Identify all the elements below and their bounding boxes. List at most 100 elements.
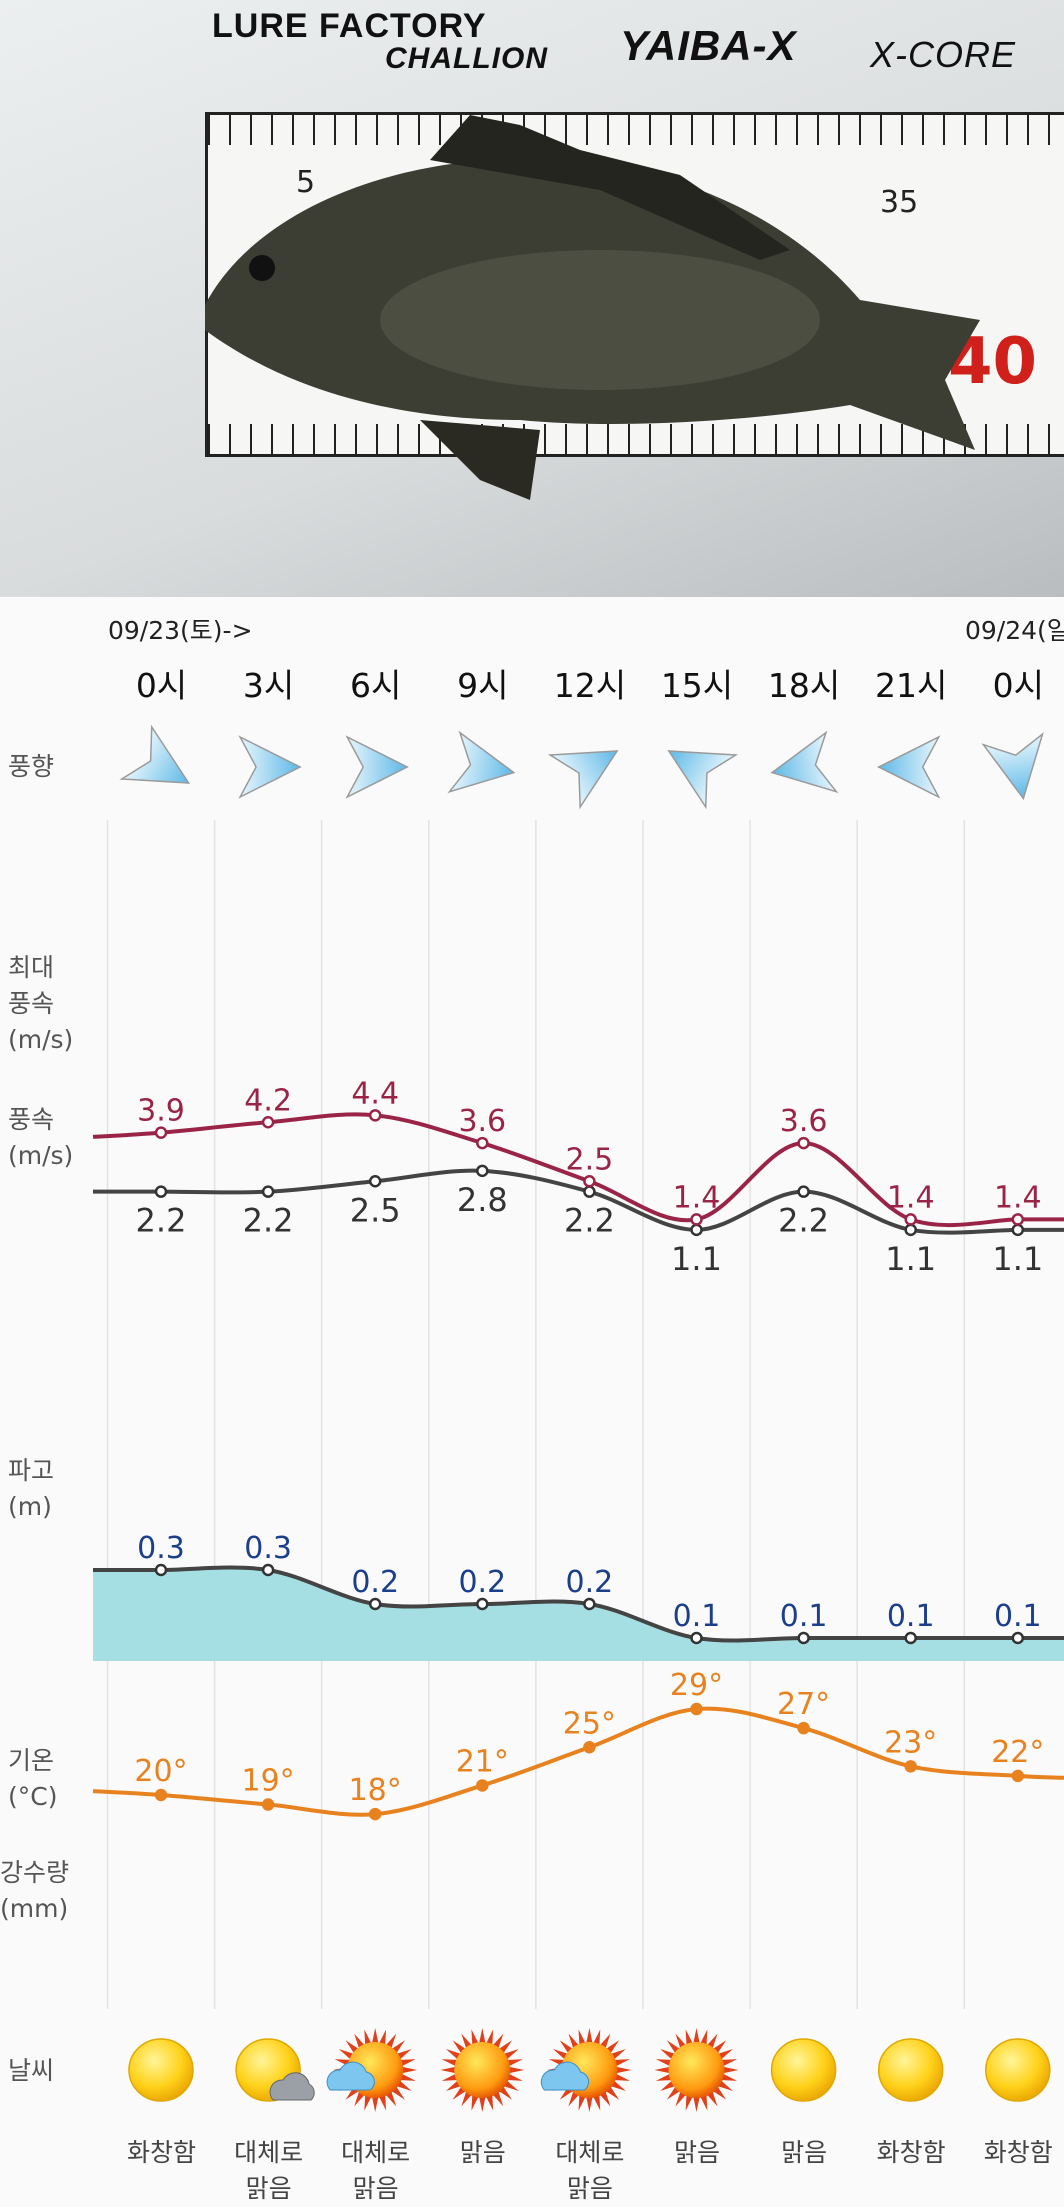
weather-description: 대체로 맑음 bbox=[341, 2138, 411, 2203]
weather-description: 화창함 bbox=[126, 2138, 196, 2167]
temp-point bbox=[904, 1760, 917, 1773]
wind-point bbox=[261, 1185, 275, 1198]
wave-point bbox=[154, 1563, 168, 1577]
wave-value: 0.1 bbox=[994, 1599, 1042, 1634]
max-wind-value: 3.6 bbox=[780, 1104, 828, 1139]
weather-sun-icon bbox=[128, 2038, 194, 2102]
weather-description: 맑음 bbox=[673, 2138, 720, 2167]
wave-value: 0.2 bbox=[458, 1565, 506, 1600]
hour-label: 0시 bbox=[135, 666, 188, 705]
label-rain: 강수량 (mm) bbox=[0, 1858, 70, 1923]
label-max-wind: 최대 풍속 (m/s) bbox=[8, 953, 74, 1054]
sun-rays bbox=[440, 2028, 525, 2112]
weather-description: 화창함 bbox=[983, 2138, 1053, 2167]
cloud bbox=[540, 2061, 590, 2091]
arrow-shape bbox=[119, 724, 191, 784]
wind-point bbox=[1011, 1223, 1025, 1237]
wave-point bbox=[261, 1563, 275, 1577]
sun-disc bbox=[668, 2042, 725, 2098]
wave-point bbox=[583, 1597, 596, 1611]
chart-graphics: 3.9 4.2 4.4 3.6 2.5 1.4 3.6 1.4 1.4 2.2 2.2 2.5 2.8 2… bbox=[92, 724, 1064, 2112]
wind-value: 1.1 bbox=[992, 1240, 1043, 1278]
temp-point bbox=[476, 1779, 489, 1792]
temp-value: 21° bbox=[456, 1744, 509, 1779]
temp-value: 29° bbox=[670, 1668, 723, 1703]
sun-disc bbox=[128, 2038, 194, 2102]
arrow-shape bbox=[981, 732, 1044, 801]
wind-point bbox=[690, 1223, 703, 1237]
label-wind-direction: 풍향 bbox=[8, 752, 55, 781]
max-wind-point bbox=[261, 1116, 275, 1129]
temp-value: 22° bbox=[991, 1735, 1044, 1770]
sun-disc bbox=[877, 2038, 944, 2102]
cloud bbox=[269, 2072, 315, 2101]
hour-label: 18시 bbox=[767, 666, 841, 705]
temp-point bbox=[690, 1702, 703, 1716]
fish-image bbox=[205, 115, 980, 500]
hour-label: 15시 bbox=[660, 666, 734, 705]
arrow-shape bbox=[667, 750, 739, 810]
temp-point bbox=[797, 1721, 810, 1735]
label-temperature: 기온 (°C) bbox=[8, 1746, 58, 1811]
max-wind-value: 4.4 bbox=[351, 1076, 399, 1111]
wave-point bbox=[904, 1631, 917, 1645]
max-wind-point bbox=[1011, 1213, 1025, 1226]
hour-label: 12시 bbox=[553, 666, 627, 705]
max-wind-value: 2.5 bbox=[566, 1142, 614, 1177]
arrow-shape bbox=[238, 735, 302, 799]
wind-value: 2.2 bbox=[564, 1202, 615, 1240]
arrow-shape bbox=[770, 730, 839, 794]
max-wind-point bbox=[690, 1213, 703, 1226]
wind-direction-arrow-icon bbox=[981, 732, 1044, 801]
weather-sunburst-icon bbox=[440, 2028, 525, 2112]
logo-lure-factory: LURE FACTORY bbox=[212, 7, 487, 45]
arrow-shape bbox=[547, 750, 619, 810]
wind-direction-arrow-icon bbox=[447, 730, 516, 794]
temp-value: 19° bbox=[242, 1764, 295, 1799]
max-wind-value: 3.6 bbox=[458, 1104, 506, 1139]
weather-description: 맑음 bbox=[781, 2138, 828, 2167]
weather-sun-cloud-icon bbox=[235, 2038, 315, 2102]
logo-yaiba: YAIBA-X bbox=[620, 22, 797, 69]
temp-point bbox=[368, 1807, 382, 1821]
wind-point bbox=[583, 1185, 596, 1198]
hour-label: 6시 bbox=[350, 666, 402, 705]
wind-direction-arrow-icon bbox=[345, 735, 409, 799]
wind-value: 2.5 bbox=[350, 1191, 401, 1229]
wave-point bbox=[690, 1631, 703, 1645]
wind-direction-arrow-icon bbox=[667, 750, 739, 810]
ruler-mark: 5 bbox=[296, 165, 316, 200]
wind-point bbox=[797, 1185, 810, 1198]
sun-rays bbox=[654, 2028, 739, 2112]
weather-forecast-chart: 09/23(토)-> 09/24(일 0시 3시 6시 9시 12시 15시 18시 21시 0… bbox=[0, 597, 1064, 2203]
max-wind-point bbox=[476, 1136, 489, 1150]
max-wind-value: 1.4 bbox=[673, 1180, 721, 1215]
temp-point bbox=[1011, 1769, 1025, 1783]
arrow-shape bbox=[877, 735, 941, 799]
sun-rays bbox=[333, 2028, 418, 2112]
label-wind-speed: 풍속 (m/s) bbox=[8, 1105, 74, 1170]
label-wave-height: 파고 (m) bbox=[8, 1456, 55, 1521]
wind-value: 1.1 bbox=[885, 1240, 936, 1278]
wind-direction-arrow-icon bbox=[877, 735, 941, 799]
ruler-mark: 35 bbox=[880, 185, 919, 220]
logo-challion: CHALLION bbox=[385, 42, 548, 75]
hour-label: 21시 bbox=[875, 666, 948, 705]
arrow-shape bbox=[447, 730, 516, 794]
temp-value: 27° bbox=[777, 1687, 830, 1722]
sun-rays bbox=[547, 2028, 632, 2112]
wave-area bbox=[93, 1567, 1064, 1661]
cloud bbox=[326, 2061, 375, 2091]
wind-point bbox=[476, 1164, 489, 1178]
wind-direction-arrow-icon bbox=[770, 730, 839, 794]
label-weather: 날씨 bbox=[8, 2056, 55, 2085]
weather-sunburst-cloud-icon bbox=[326, 2028, 418, 2112]
logo-xcore: X-CORE bbox=[870, 34, 1017, 75]
max-wind-value: 1.4 bbox=[994, 1180, 1042, 1215]
weather-sunburst-icon bbox=[654, 2028, 739, 2112]
temp-point bbox=[154, 1788, 168, 1802]
wave-point bbox=[368, 1597, 382, 1611]
wind-point bbox=[368, 1175, 382, 1188]
date-start: 09/23(토)-> bbox=[108, 616, 253, 645]
wind-point bbox=[154, 1185, 168, 1198]
